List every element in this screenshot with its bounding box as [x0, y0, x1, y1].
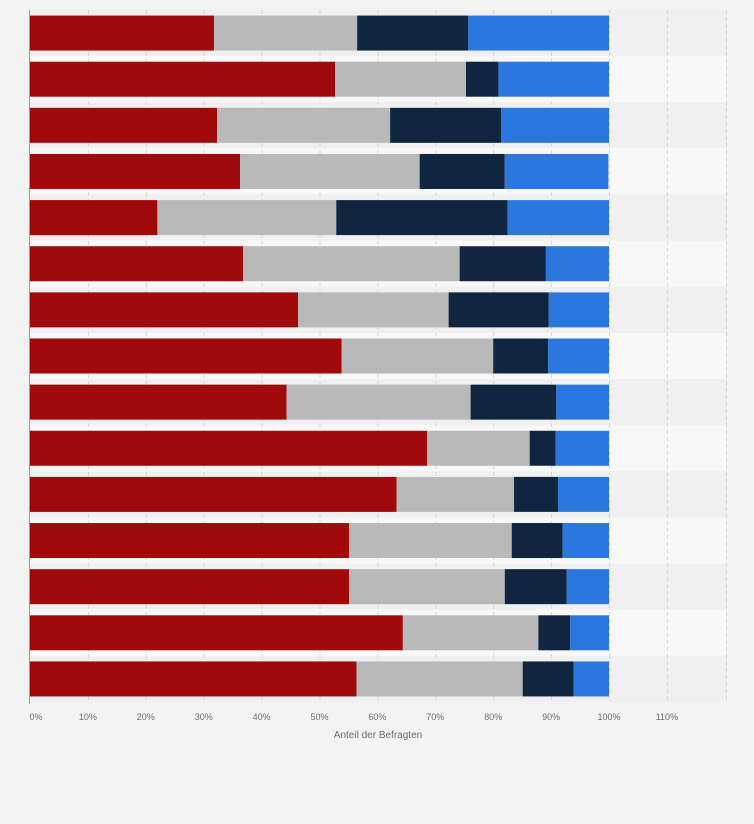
bar-segment-3[interactable] [504, 569, 567, 605]
bar-segment-3[interactable] [522, 661, 574, 697]
bar-segment-2[interactable] [217, 107, 391, 143]
x-tick-label: 20% [137, 712, 155, 722]
bar-segment-1[interactable] [30, 430, 428, 466]
x-tick-label: 80% [484, 712, 502, 722]
bar-segment-2[interactable] [356, 661, 523, 697]
bar-segment-2[interactable] [349, 569, 505, 605]
bar-segment-2[interactable] [402, 615, 539, 651]
bar-segment-3[interactable] [470, 384, 557, 420]
bar-segment-4[interactable] [545, 246, 609, 282]
bar-segment-4[interactable] [498, 61, 609, 97]
bar-segment-3[interactable] [336, 200, 508, 236]
bar-segment-2[interactable] [286, 384, 471, 420]
bar-segment-2[interactable] [349, 523, 512, 559]
bar-segment-4[interactable] [558, 476, 609, 512]
x-tick-label: 90% [542, 712, 560, 722]
bar-segment-1[interactable] [30, 661, 357, 697]
bar-group [30, 15, 609, 697]
x-tick-label: 30% [195, 712, 213, 722]
bar-segment-2[interactable] [298, 292, 449, 328]
x-axis-label: Anteil der Befragten [334, 730, 422, 741]
bar-segment-3[interactable] [514, 476, 559, 512]
bar-segment-4[interactable] [556, 384, 609, 420]
bar-segment-1[interactable] [30, 523, 350, 559]
bar-segment-1[interactable] [30, 200, 158, 236]
bar-segment-1[interactable] [30, 107, 218, 143]
bar-segment-2[interactable] [243, 246, 460, 282]
bar-segment-1[interactable] [30, 292, 299, 328]
bar-segment-3[interactable] [511, 523, 563, 559]
bar-segment-2[interactable] [335, 61, 466, 97]
x-tick-label: 110% [656, 712, 678, 722]
x-tick-label: 60% [368, 712, 386, 722]
bar-segment-1[interactable] [30, 15, 215, 51]
bar-segment-3[interactable] [390, 107, 502, 143]
bar-segment-3[interactable] [448, 292, 549, 328]
bar-segment-1[interactable] [30, 569, 350, 605]
x-tick-label: 10% [79, 712, 97, 722]
bar-segment-4[interactable] [468, 15, 609, 51]
bar-segment-4[interactable] [501, 107, 609, 143]
bar-segment-3[interactable] [493, 338, 549, 374]
bar-segment-4[interactable] [504, 153, 609, 189]
bar-segment-1[interactable] [30, 384, 287, 420]
bar-segment-2[interactable] [427, 430, 530, 466]
bar-segment-1[interactable] [30, 153, 241, 189]
bar-segment-3[interactable] [357, 15, 469, 51]
bar-segment-4[interactable] [570, 615, 609, 651]
bar-segment-2[interactable] [396, 476, 515, 512]
x-tick-label: 40% [253, 712, 271, 722]
x-tick-label: 100% [597, 712, 620, 722]
x-tick-label: 50% [310, 712, 328, 722]
bar-segment-3[interactable] [459, 246, 546, 282]
bar-segment-4[interactable] [566, 569, 609, 605]
bar-segment-4[interactable] [555, 430, 609, 466]
bar-segment-2[interactable] [157, 200, 337, 236]
bar-segment-1[interactable] [30, 246, 244, 282]
x-tick-label: 70% [426, 712, 444, 722]
bar-segment-3[interactable] [465, 61, 499, 97]
bar-segment-3[interactable] [538, 615, 571, 651]
bar-segment-2[interactable] [341, 338, 494, 374]
bar-segment-4[interactable] [548, 338, 609, 374]
bar-segment-4[interactable] [573, 661, 609, 697]
bar-segment-2[interactable] [214, 15, 358, 51]
bar-segment-1[interactable] [30, 61, 336, 97]
x-tick-label: 0% [29, 712, 42, 722]
bar-segment-1[interactable] [30, 338, 342, 374]
bar-segment-3[interactable] [529, 430, 556, 466]
bar-segment-3[interactable] [419, 153, 505, 189]
bar-segment-2[interactable] [240, 153, 420, 189]
bar-segment-1[interactable] [30, 615, 403, 651]
bar-segment-4[interactable] [562, 523, 609, 559]
bar-segment-4[interactable] [507, 200, 609, 236]
x-axis: 0% 10% 20% 30% 40% 50% 60% 70% 80% 90% 100% 110% [29, 10, 678, 722]
bar-segment-4[interactable] [548, 292, 609, 328]
bar-segment-1[interactable] [30, 476, 397, 512]
